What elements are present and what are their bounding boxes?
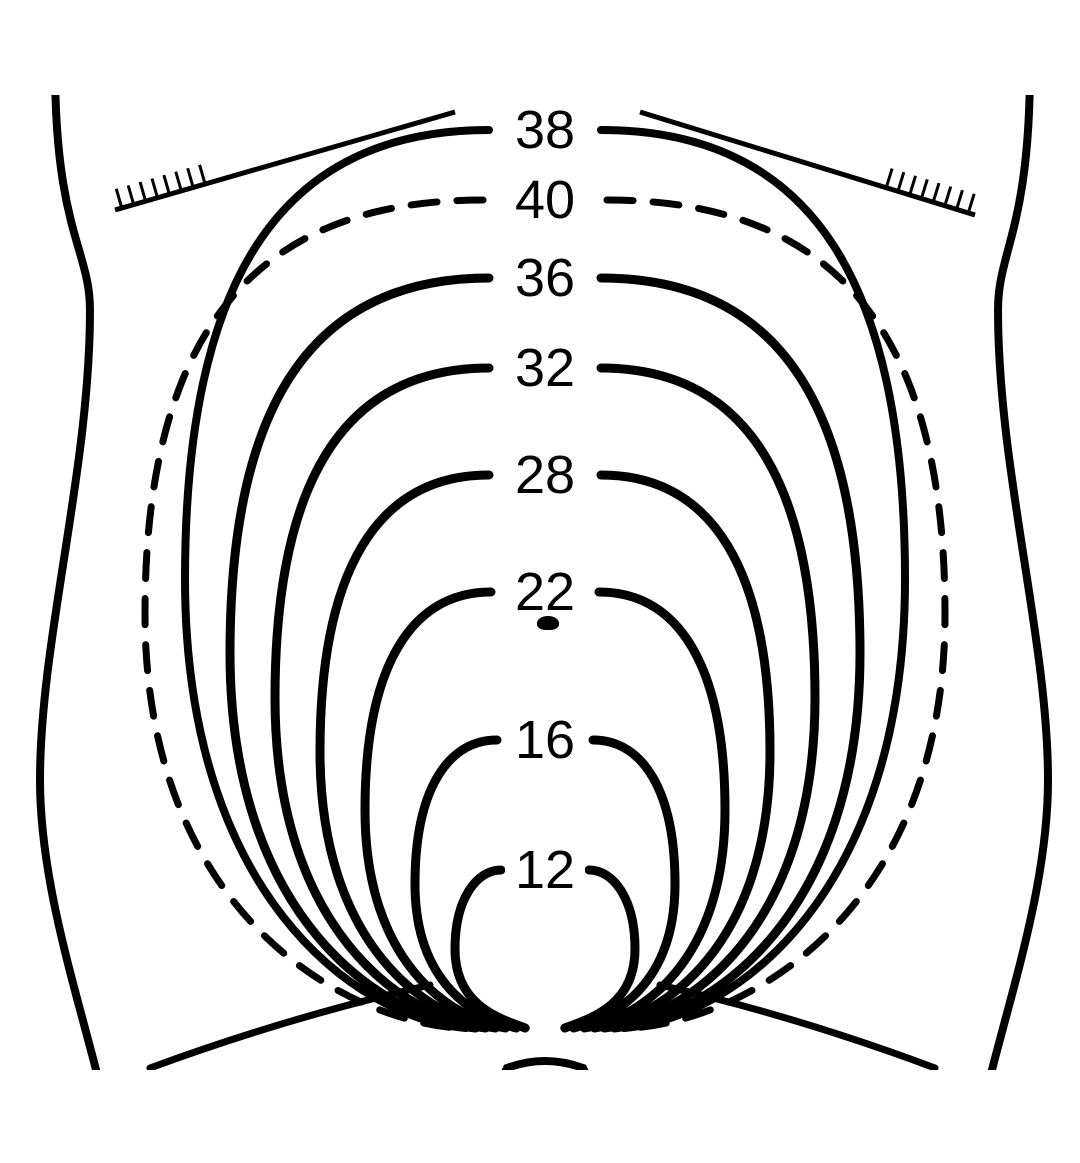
costal-hatch (945, 187, 951, 206)
costal-hatch (957, 190, 963, 209)
costal-hatch (910, 176, 916, 195)
costal-hatch (176, 172, 182, 191)
costal-margin (115, 112, 455, 210)
costal-hatch (898, 172, 904, 191)
torso-outline (40, 65, 110, 1130)
costal-hatch (933, 183, 939, 202)
week-label-wk28: 28 (505, 448, 585, 502)
costal-hatch (128, 185, 134, 204)
costal-margin (640, 112, 975, 215)
week-label-wk38: 38 (505, 103, 585, 157)
costal-hatch (200, 165, 206, 184)
week-label-wk36: 36 (505, 251, 585, 305)
fundal-height-diagram: 38 40 36 32 28 22 16 12 (0, 0, 1080, 1163)
week-label-wk22: 22 (505, 565, 585, 619)
costal-hatch (140, 182, 146, 201)
costal-hatch (921, 179, 927, 198)
costal-hatch (164, 175, 170, 194)
costal-hatch (116, 189, 122, 208)
costal-hatch (188, 168, 194, 187)
week-label-wk32: 32 (505, 341, 585, 395)
navel-mark (537, 616, 559, 630)
costal-hatch (968, 194, 974, 213)
torso-outline (978, 65, 1048, 1130)
costal-hatch (886, 169, 892, 188)
week-label-wk40: 40 (505, 173, 585, 227)
fundal-contour-wk36 (601, 278, 860, 1028)
fundal-contour-wk36 (230, 278, 489, 1028)
week-label-wk12: 12 (505, 843, 585, 897)
torso-outline (477, 1061, 613, 1130)
costal-hatch (152, 179, 158, 198)
week-label-wk16: 16 (505, 713, 585, 767)
